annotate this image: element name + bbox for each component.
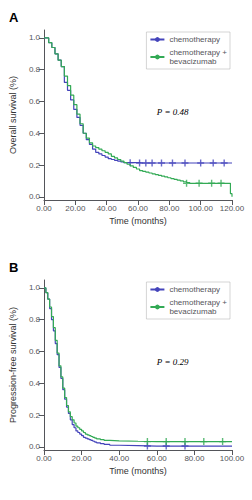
svg-text:Overall survival (%): Overall survival (%): [8, 76, 18, 154]
svg-text:20.00: 20.00: [72, 454, 93, 463]
svg-text:Time (months): Time (months): [109, 216, 167, 226]
svg-text:0.8: 0.8: [29, 315, 41, 324]
svg-text:0.2: 0.2: [29, 161, 41, 170]
svg-text:0.8: 0.8: [29, 65, 41, 74]
svg-text:80.00: 80.00: [184, 454, 205, 463]
svg-text:chemotherapy: chemotherapy: [169, 35, 220, 44]
svg-text:0.00: 0.00: [36, 204, 52, 213]
svg-text:40.00: 40.00: [97, 204, 118, 213]
svg-text:1.0: 1.0: [29, 283, 41, 292]
svg-text:chemotherapy +: chemotherapy +: [169, 48, 227, 57]
svg-text:B: B: [9, 260, 18, 275]
svg-text:Time (months): Time (months): [109, 466, 167, 476]
svg-text:0.00: 0.00: [36, 454, 52, 463]
svg-text:P = 0.48: P = 0.48: [156, 107, 189, 117]
svg-text:0.0: 0.0: [29, 192, 41, 201]
svg-text:80.00: 80.00: [159, 204, 180, 213]
svg-text:0.6: 0.6: [29, 347, 41, 356]
svg-text:0.0: 0.0: [29, 442, 41, 451]
svg-text:60.00: 60.00: [128, 204, 149, 213]
svg-text:60.00: 60.00: [147, 454, 168, 463]
svg-text:P = 0.29: P = 0.29: [156, 357, 189, 367]
svg-text:chemotherapy +: chemotherapy +: [169, 298, 227, 307]
svg-text:0.6: 0.6: [29, 97, 41, 106]
svg-text:Progression-free survival (%): Progression-free survival (%): [8, 307, 18, 423]
svg-text:120.00: 120.00: [220, 204, 245, 213]
svg-text:bevacizumab: bevacizumab: [169, 57, 217, 66]
svg-text:0.4: 0.4: [29, 129, 41, 138]
svg-text:chemotherapy: chemotherapy: [169, 285, 220, 294]
svg-text:100.00: 100.00: [188, 204, 213, 213]
svg-text:0.4: 0.4: [29, 379, 41, 388]
svg-text:1.0: 1.0: [29, 33, 41, 42]
svg-text:0.2: 0.2: [29, 411, 41, 420]
svg-text:40.00: 40.00: [109, 454, 130, 463]
svg-text:100.00: 100.00: [220, 454, 245, 463]
svg-text:A: A: [9, 10, 19, 25]
svg-text:bevacizumab: bevacizumab: [169, 307, 217, 316]
svg-text:20.00: 20.00: [65, 204, 86, 213]
